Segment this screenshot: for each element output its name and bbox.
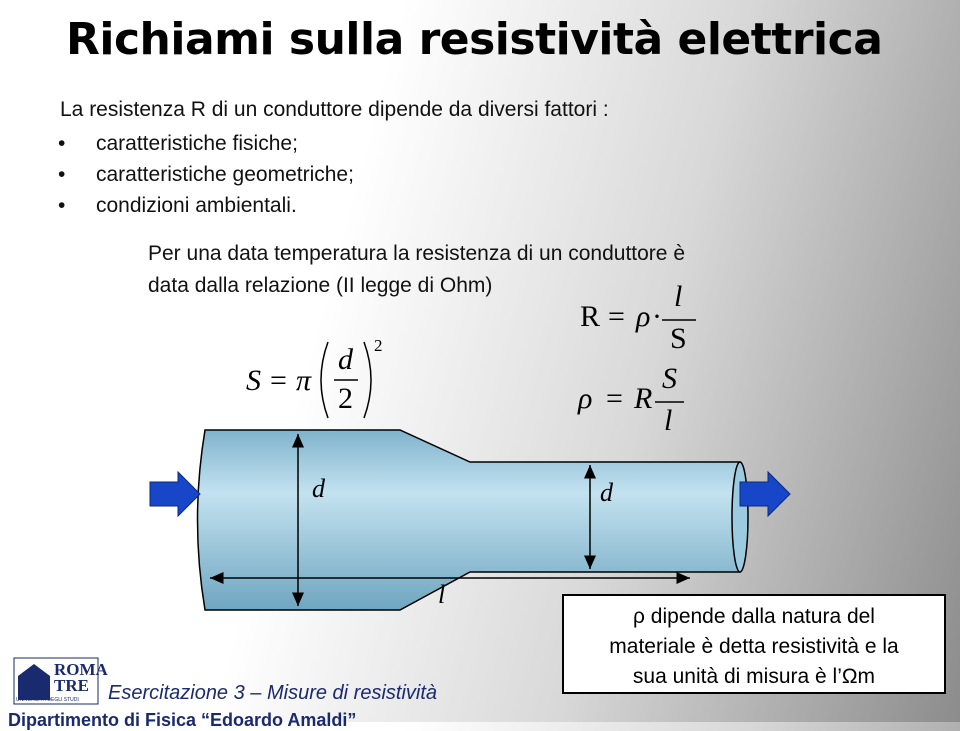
footer-department: Dipartimento di Fisica “Edoardo Amaldi” — [8, 710, 357, 730]
formula-symbol: S — [246, 364, 261, 397]
formula-symbol: = — [606, 382, 623, 415]
bullet: condizioni ambientali. — [58, 194, 297, 218]
title: Richiami sulla resistività elettrica — [66, 14, 883, 65]
formula-symbol: S — [662, 362, 677, 395]
formula-symbol: S — [670, 322, 687, 355]
paragraph-line: Per una data temperatura la resistenza d… — [148, 242, 685, 265]
formula-symbol: d — [338, 343, 353, 376]
formula-symbol: 2 — [338, 382, 353, 415]
dimension-label: d — [312, 474, 325, 503]
logo-building — [18, 664, 50, 700]
logo-text: UNIVERSITÀ DEGLI STUDI — [16, 697, 79, 703]
note-line: sua unità di misura è l’Ωm — [632, 665, 876, 688]
footer-course: Esercitazione 3 – Misure di resistività — [108, 682, 438, 704]
current-arrow-in — [149, 470, 201, 518]
formula-symbol: l — [664, 404, 673, 437]
dimension-label: l — [438, 580, 446, 609]
formula-symbol: R — [580, 300, 601, 333]
formula-symbol: R — [634, 382, 653, 415]
formula-symbol: = — [608, 300, 625, 333]
dimension-label: d — [600, 478, 613, 507]
formula-symbol: ρ — [636, 300, 651, 333]
bullet: caratteristiche geometriche; — [58, 163, 354, 187]
bullet: caratteristiche fisiche; — [58, 132, 298, 156]
conductor-end — [731, 461, 749, 573]
note-line: ρ dipende dalla natura del — [633, 605, 875, 628]
intro: La resistenza R di un conduttore dipende… — [60, 98, 609, 121]
logo-text: ROMA — [54, 660, 108, 679]
formula-symbol: · — [652, 300, 662, 333]
formula-symbol: = — [270, 364, 287, 397]
conductor — [196, 429, 741, 611]
parenthesis — [320, 341, 372, 419]
formula-symbol: π — [296, 364, 312, 397]
note-box: ρ dipende dalla natura del materiale è d… — [562, 594, 946, 694]
current-arrow-out — [739, 470, 791, 518]
formula-symbol: 2 — [374, 336, 383, 355]
note-line: materiale è detta resistività e la — [609, 635, 899, 658]
logo-text: TRE — [54, 676, 89, 695]
formula-symbol: l — [674, 280, 683, 313]
formula-symbol: ρ — [578, 382, 593, 415]
paragraph-line: data dalla relazione (II legge di Ohm) — [148, 274, 493, 297]
